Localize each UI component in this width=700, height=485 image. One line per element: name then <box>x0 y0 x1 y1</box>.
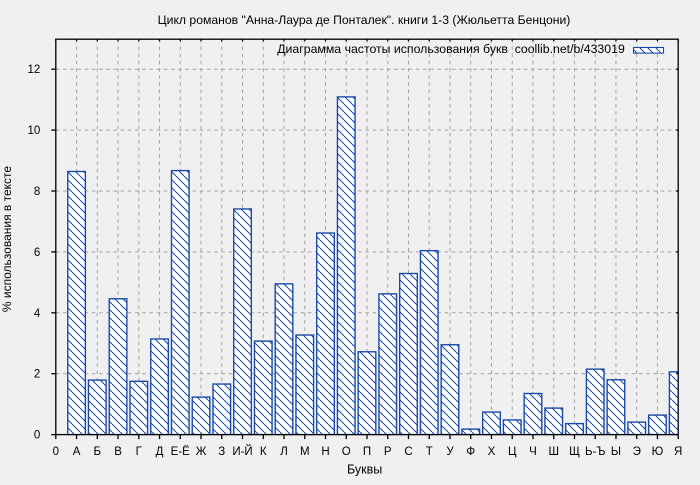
svg-text:Е-Ё: Е-Ё <box>171 446 191 458</box>
svg-text:Р: Р <box>384 446 392 458</box>
svg-text:В: В <box>114 446 122 458</box>
svg-text:К: К <box>260 446 267 458</box>
svg-text:Ю: Ю <box>652 446 664 458</box>
svg-text:Г: Г <box>136 446 143 458</box>
svg-text:Ц: Ц <box>508 446 517 458</box>
svg-text:М: М <box>300 446 310 458</box>
svg-text:Буквы: Буквы <box>347 463 382 477</box>
svg-text:А: А <box>73 446 81 458</box>
svg-text:6: 6 <box>34 247 40 259</box>
svg-text:Ф: Ф <box>466 446 475 458</box>
svg-text:12: 12 <box>28 64 41 76</box>
svg-text:Х: Х <box>488 446 496 458</box>
svg-text:4: 4 <box>34 308 41 320</box>
svg-text:% использования в тексте: % использования в тексте <box>0 166 14 312</box>
svg-text:Э: Э <box>633 446 641 458</box>
svg-text:Цикл романов "Анна-Лаура де По: Цикл романов "Анна-Лаура де Понталек". к… <box>158 13 571 27</box>
svg-text:Ч: Ч <box>529 446 537 458</box>
svg-text:Т: Т <box>426 446 433 458</box>
svg-text:Диаграмма частоты использовани: Диаграмма частоты использования букв coo… <box>277 42 625 56</box>
svg-text:Ш: Ш <box>548 446 559 458</box>
svg-text:Ж: Ж <box>196 446 207 458</box>
svg-text:Щ: Щ <box>569 446 580 458</box>
svg-text:Д: Д <box>156 446 164 458</box>
svg-text:С: С <box>404 446 412 458</box>
svg-text:И-Й: И-Й <box>232 445 252 458</box>
svg-text:З: З <box>218 446 225 458</box>
svg-text:У: У <box>446 446 454 458</box>
svg-text:Я: Я <box>674 446 682 458</box>
svg-text:2: 2 <box>34 369 40 381</box>
svg-text:0: 0 <box>34 430 40 442</box>
svg-text:Н: Н <box>321 446 329 458</box>
svg-text:О: О <box>342 446 351 458</box>
svg-text:П: П <box>363 446 371 458</box>
svg-text:0: 0 <box>53 446 59 458</box>
svg-text:Л: Л <box>280 446 288 458</box>
svg-text:Ы: Ы <box>611 446 621 458</box>
svg-text:Ь-Ъ: Ь-Ъ <box>585 446 605 458</box>
svg-text:Б: Б <box>94 446 102 458</box>
svg-text:10: 10 <box>28 125 41 137</box>
svg-text:8: 8 <box>34 186 40 198</box>
